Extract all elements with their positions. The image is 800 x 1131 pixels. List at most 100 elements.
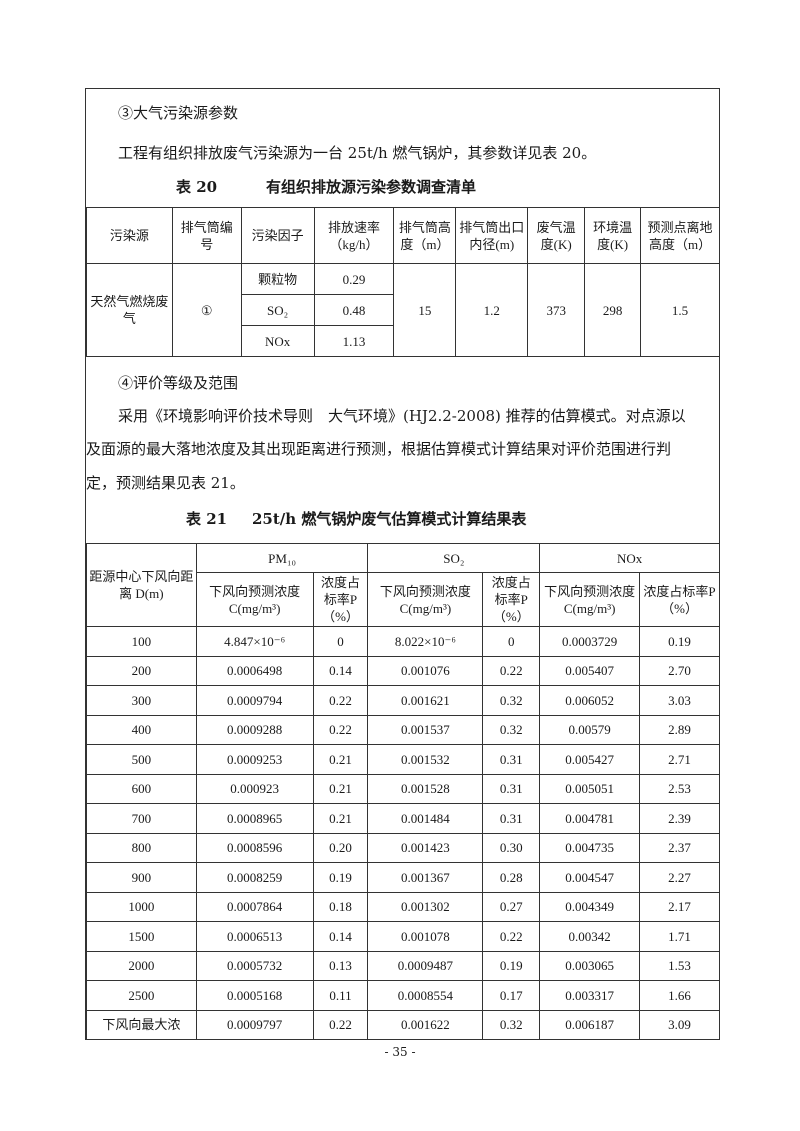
value-cell: 2.27 [639, 862, 720, 893]
value-cell: 0.19 [639, 626, 720, 657]
header-cell: 污染源 [86, 207, 173, 264]
value-cell: 2.71 [639, 744, 720, 775]
stack-no-cell: ① [171, 263, 242, 357]
header-cell: 排气筒编号 [171, 207, 242, 264]
value-cell: 0.31 [482, 803, 541, 834]
header-cell: 污染因子 [240, 207, 315, 264]
table-row: 1000 0.0007864 0.18 0.001302 0.27 0.004349 2.1… [86, 891, 720, 922]
value-cell: 0.0009794 [195, 685, 314, 716]
header-cell: 排气筒出口内径(m) [455, 207, 529, 264]
value-cell: 0.006052 [539, 685, 641, 716]
subheader-cell: 浓度占标率P（%） [312, 572, 369, 627]
value-cell: 0.20 [312, 832, 369, 863]
value-cell: 8.022×10⁻⁶ [367, 626, 484, 657]
subheader-cell: 下风向预测浓度C(mg/m³) [195, 572, 314, 627]
value-cell: 0.001532 [367, 744, 484, 775]
rate-cell: 0.48 [313, 294, 395, 326]
value-cell: 0.30 [482, 832, 541, 863]
source-cell: 天然气燃烧废气 [86, 263, 173, 357]
table-row: 900 0.0008259 0.19 0.001367 0.28 0.004547 2.27 [86, 862, 720, 893]
value-cell: 4.847×10⁻⁶ [195, 626, 314, 657]
distance-cell: 600 [86, 773, 197, 804]
gas-temp-cell: 373 [527, 263, 586, 357]
value-cell: 0.00579 [539, 714, 641, 745]
value-cell: 0.32 [482, 714, 541, 745]
diameter-cell: 1.2 [455, 263, 529, 357]
value-cell: 1.71 [639, 921, 720, 952]
value-cell: 0.006187 [539, 1009, 641, 1040]
table21-subheader-row: 下风向预测浓度C(mg/m³) 浓度占标率P（%） 下风向预测浓度C(mg/m³… [87, 572, 720, 627]
table-row: 400 0.0009288 0.22 0.001537 0.32 0.00579 2.89 [86, 714, 720, 745]
table-row: 200 0.0006498 0.14 0.001076 0.22 0.005407 2.70 [86, 655, 720, 686]
value-cell: 0.14 [312, 655, 369, 686]
value-cell: 0.001537 [367, 714, 484, 745]
table-20: 污染源 排气筒编号 污染因子 排放速率（kg/h） 排气筒高度（m） 排气筒出口… [86, 207, 720, 357]
rate-cell: 1.13 [313, 325, 395, 357]
value-cell: 0.001528 [367, 773, 484, 804]
value-cell: 0.22 [482, 921, 541, 952]
value-cell: 0.31 [482, 744, 541, 775]
table-row: 300 0.0009794 0.22 0.001621 0.32 0.006052 3.03 [86, 685, 720, 716]
table-row: NOx 1.13 [87, 325, 720, 357]
distance-header: 距源中心下风向距离 D(m) [86, 543, 197, 627]
pollutant-cell: 颗粒物 [240, 263, 315, 295]
value-cell: 0.0009288 [195, 714, 314, 745]
value-cell: 0.005427 [539, 744, 641, 775]
distance-cell: 1000 [86, 891, 197, 922]
distance-cell: 200 [86, 655, 197, 686]
section-4-line: 定，预测结果见表 21。 [86, 474, 245, 492]
table21-group-row: 距源中心下风向距离 D(m) PM₁₀ SO₂ NOx [86, 543, 720, 627]
value-cell: 2.53 [639, 773, 720, 804]
value-cell: 3.09 [639, 1009, 720, 1040]
env-temp-cell: 298 [584, 263, 642, 357]
header-cell: 排放速率（kg/h） [313, 207, 395, 264]
value-cell: 0.0009253 [195, 744, 314, 775]
distance-cell: 下风向最大浓 [86, 1009, 197, 1040]
table-row: 800 0.0008596 0.20 0.001423 0.30 0.004735 2.37 [86, 832, 720, 863]
value-cell: 2.37 [639, 832, 720, 863]
value-cell: 0.001076 [367, 655, 484, 686]
value-cell: 0.0008554 [367, 980, 484, 1011]
header-cell: 废气温度(K) [527, 207, 586, 264]
subheader-cell: 下风向预测浓度C(mg/m³) [539, 572, 641, 627]
value-cell: 0.22 [312, 714, 369, 745]
page-frame [85, 88, 720, 1040]
table-row: 1500 0.0006513 0.14 0.001078 0.22 0.00342 1.71 [86, 921, 720, 952]
value-cell: 0.005051 [539, 773, 641, 804]
value-cell: 0.0003729 [539, 626, 641, 657]
value-cell: 1.66 [639, 980, 720, 1011]
distance-cell: 1500 [86, 921, 197, 952]
distance-cell: 100 [86, 626, 197, 657]
value-cell: 0.0009487 [367, 950, 484, 981]
value-cell: 0.31 [482, 773, 541, 804]
header-cell: 预测点离地高度（m） [640, 207, 720, 264]
value-cell: 0 [312, 626, 369, 657]
value-cell: 0.00342 [539, 921, 641, 952]
value-cell: 0.11 [312, 980, 369, 1011]
value-cell: 0.004781 [539, 803, 641, 834]
value-cell: 0.0008259 [195, 862, 314, 893]
subheader-cell: 浓度占标率P（%） [639, 572, 720, 627]
distance-cell: 2000 [86, 950, 197, 981]
subheader-cell: 浓度占标率P（%） [482, 572, 541, 627]
value-cell: 0.22 [482, 655, 541, 686]
header-cell: 排气筒高度（m） [393, 207, 457, 264]
group-header-pm10: PM₁₀ [195, 543, 369, 573]
table20-title: 有组织排放源污染参数调查清单 [266, 178, 477, 196]
value-cell: 0.000923 [195, 773, 314, 804]
section-4-line: 及面源的最大落地浓度及其出现距离进行预测，根据估算模式计算结果对评价范围进行判 [86, 440, 672, 458]
value-cell: 0.17 [482, 980, 541, 1011]
value-cell: 0.19 [482, 950, 541, 981]
table-row: 天然气燃烧废气 ① 颗粒物 0.29 15 1.2 373 298 1.5 [86, 263, 720, 357]
value-cell: 0 [482, 626, 541, 657]
section-4-line: 采用《环境影响评价技术导则 大气环境》(HJ2.2-2008) 推荐的估算模式。… [118, 407, 686, 425]
value-cell: 2.39 [639, 803, 720, 834]
table-row: 2500 0.0005168 0.11 0.0008554 0.17 0.003317 1.… [86, 980, 720, 1011]
value-cell: 0.004349 [539, 891, 641, 922]
value-cell: 0.001621 [367, 685, 484, 716]
table-row: SO₂ 0.48 [87, 294, 720, 326]
distance-cell: 300 [86, 685, 197, 716]
distance-cell: 400 [86, 714, 197, 745]
table-row: 下风向最大浓 0.0009797 0.22 0.001622 0.32 0.006187 3… [86, 1009, 720, 1040]
distance-cell: 800 [86, 832, 197, 863]
